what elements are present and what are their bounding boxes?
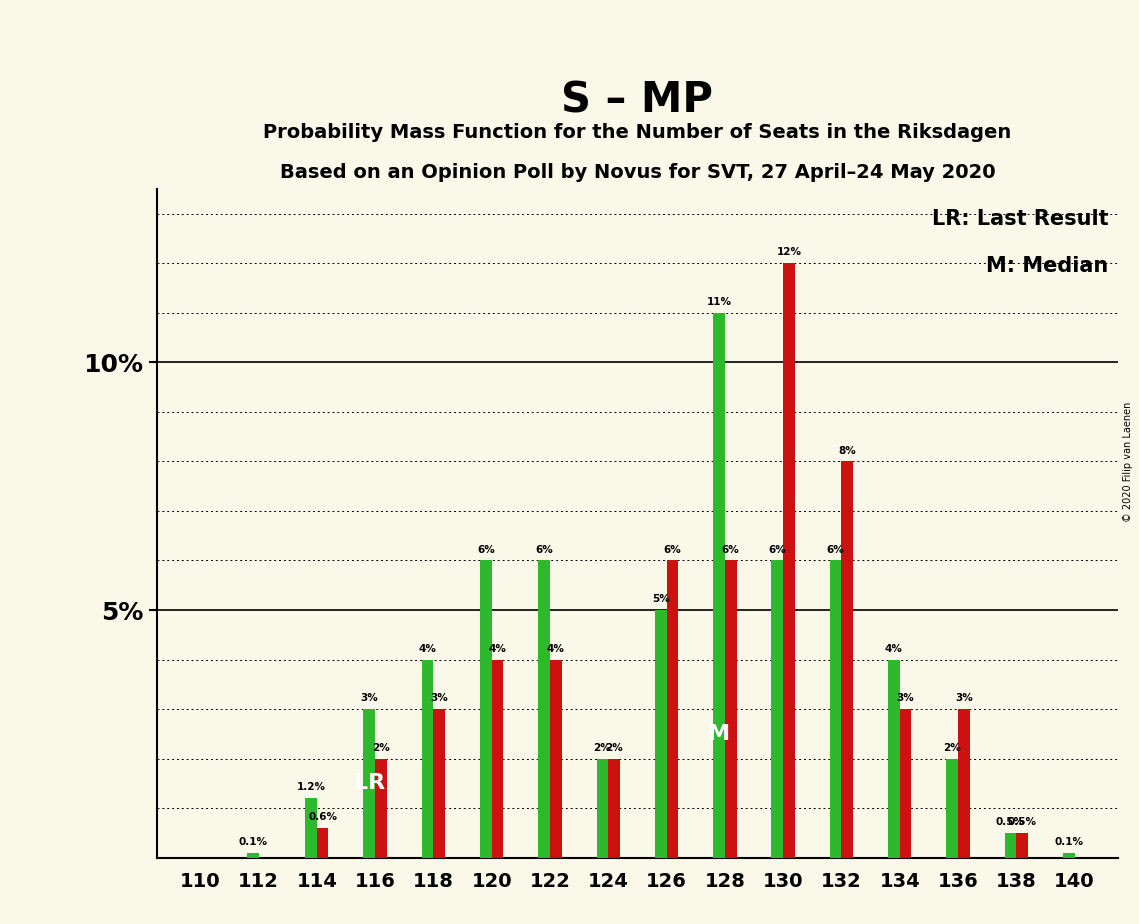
Bar: [888, 660, 900, 857]
Text: 6%: 6%: [664, 544, 681, 554]
Text: 4%: 4%: [419, 644, 436, 653]
Text: 6%: 6%: [477, 544, 494, 554]
Text: M: Median: M: Median: [986, 256, 1108, 276]
Text: 2%: 2%: [605, 743, 623, 753]
Bar: [492, 660, 503, 857]
Text: 12%: 12%: [777, 248, 802, 258]
Bar: [666, 561, 678, 857]
Text: 8%: 8%: [838, 445, 857, 456]
Text: 1.2%: 1.2%: [296, 783, 326, 792]
Text: 0.1%: 0.1%: [238, 837, 268, 846]
Bar: [771, 561, 784, 857]
Text: 6%: 6%: [769, 544, 786, 554]
Bar: [480, 561, 492, 857]
Text: 4%: 4%: [547, 644, 565, 653]
Bar: [830, 561, 842, 857]
Text: Based on an Opinion Poll by Novus for SVT, 27 April–24 May 2020: Based on an Opinion Poll by Novus for SV…: [279, 164, 995, 182]
Text: 6%: 6%: [535, 544, 554, 554]
Text: 5%: 5%: [652, 594, 670, 604]
Text: 3%: 3%: [431, 693, 448, 703]
Bar: [784, 263, 795, 857]
Text: 4%: 4%: [885, 644, 903, 653]
Bar: [608, 759, 620, 857]
Bar: [1016, 833, 1029, 857]
Text: 0.5%: 0.5%: [995, 817, 1025, 827]
Text: 4%: 4%: [489, 644, 507, 653]
Bar: [1063, 853, 1074, 857]
Text: 2%: 2%: [943, 743, 961, 753]
Text: 6%: 6%: [722, 544, 739, 554]
Text: 0.5%: 0.5%: [1008, 817, 1036, 827]
Bar: [947, 759, 958, 857]
Text: LR: LR: [354, 773, 385, 794]
Text: 3%: 3%: [954, 693, 973, 703]
Title: S – MP: S – MP: [562, 79, 713, 122]
Text: 2%: 2%: [593, 743, 612, 753]
Bar: [550, 660, 562, 857]
Text: © 2020 Filip van Laenen: © 2020 Filip van Laenen: [1123, 402, 1133, 522]
Bar: [305, 798, 317, 857]
Bar: [539, 561, 550, 857]
Bar: [434, 709, 445, 857]
Text: 3%: 3%: [360, 693, 378, 703]
Bar: [363, 709, 375, 857]
Text: M: M: [708, 723, 730, 744]
Bar: [655, 610, 666, 857]
Text: 2%: 2%: [372, 743, 390, 753]
Bar: [1005, 833, 1016, 857]
Bar: [724, 561, 737, 857]
Text: Probability Mass Function for the Number of Seats in the Riksdagen: Probability Mass Function for the Number…: [263, 123, 1011, 142]
Text: LR: Last Result: LR: Last Result: [932, 209, 1108, 229]
Text: 0.1%: 0.1%: [1055, 837, 1083, 846]
Bar: [597, 759, 608, 857]
Text: 6%: 6%: [827, 544, 844, 554]
Bar: [247, 853, 259, 857]
Bar: [317, 828, 328, 857]
Bar: [421, 660, 434, 857]
Text: 3%: 3%: [896, 693, 915, 703]
Bar: [713, 313, 724, 857]
Text: 0.6%: 0.6%: [309, 812, 337, 822]
Text: 11%: 11%: [706, 297, 731, 307]
Bar: [375, 759, 387, 857]
Bar: [842, 461, 853, 857]
Bar: [900, 709, 911, 857]
Bar: [958, 709, 969, 857]
